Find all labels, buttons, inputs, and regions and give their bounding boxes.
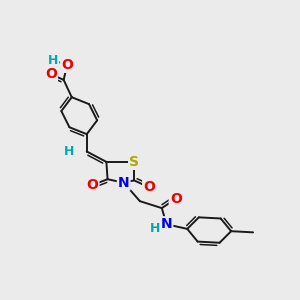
Text: S: S bbox=[129, 155, 139, 169]
Text: O: O bbox=[87, 178, 98, 192]
Text: H: H bbox=[48, 54, 58, 67]
Text: O: O bbox=[45, 67, 57, 81]
Text: O: O bbox=[61, 58, 73, 72]
Text: H: H bbox=[64, 145, 75, 158]
Text: H: H bbox=[150, 222, 160, 236]
Text: N: N bbox=[118, 176, 130, 190]
Text: N: N bbox=[160, 217, 172, 231]
Text: O: O bbox=[143, 180, 155, 194]
Text: O: O bbox=[170, 192, 182, 206]
